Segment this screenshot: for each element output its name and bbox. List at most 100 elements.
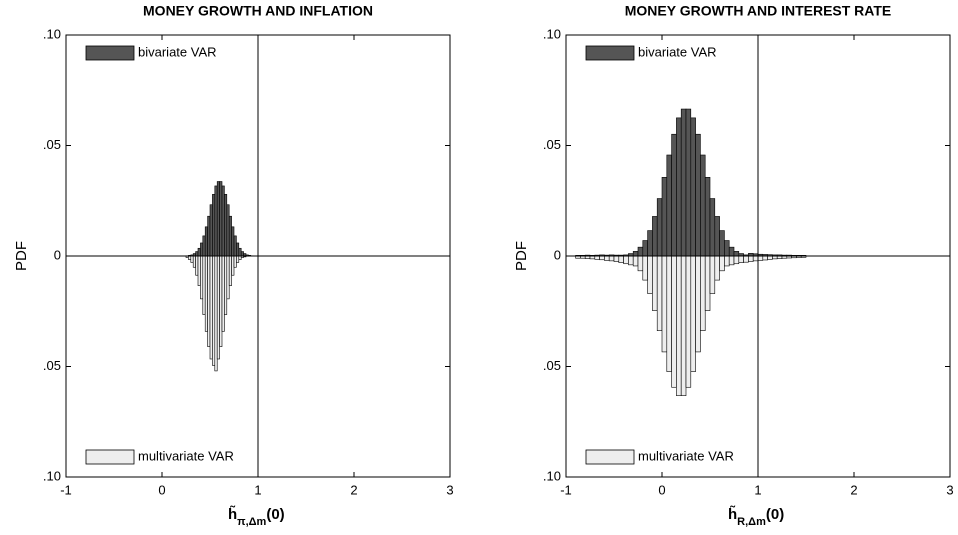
bar <box>613 255 620 262</box>
bar <box>209 204 213 257</box>
x-tick-label: 1 <box>254 482 261 497</box>
bar <box>214 255 218 372</box>
bar <box>652 216 658 257</box>
bar <box>209 255 213 360</box>
bar <box>224 255 228 315</box>
bar <box>685 108 692 257</box>
y-tick-label: .10 <box>43 26 61 41</box>
x-label-base: h̃ <box>728 505 737 523</box>
bar <box>748 255 754 262</box>
bar <box>714 255 720 281</box>
x-tick-label: 3 <box>446 482 453 497</box>
bar <box>743 255 749 263</box>
bar <box>197 255 201 286</box>
bar <box>709 255 716 294</box>
x-tick-label: 2 <box>350 482 357 497</box>
bar <box>236 242 240 257</box>
bar <box>200 242 204 257</box>
bar <box>623 255 629 265</box>
bar <box>632 251 639 257</box>
bar <box>219 255 223 347</box>
chart-title: MONEY GROWTH AND INTEREST RATE <box>625 3 892 19</box>
legend-label: bivariate VAR <box>638 44 717 59</box>
y-tick-label: .10 <box>543 26 561 41</box>
bar <box>757 255 764 261</box>
bar <box>604 255 610 261</box>
bar <box>221 255 225 332</box>
bar <box>680 255 687 396</box>
x-tick-label: 2 <box>850 482 857 497</box>
bar <box>642 255 648 281</box>
bar <box>680 108 687 257</box>
bar <box>671 133 677 257</box>
bar <box>762 255 768 261</box>
bar <box>207 255 211 347</box>
bar <box>233 255 237 268</box>
bar <box>661 177 668 257</box>
x-tick-label: 0 <box>158 482 165 497</box>
bar <box>188 255 192 260</box>
y-tick-label: .10 <box>43 468 61 483</box>
legend-swatch <box>585 449 635 465</box>
bar <box>700 154 706 257</box>
bar <box>704 177 711 257</box>
y-tick-label: .05 <box>43 137 61 152</box>
bar <box>231 255 235 276</box>
legend-swatch <box>85 45 135 61</box>
bar <box>195 255 199 276</box>
legend-label: bivariate VAR <box>138 44 217 59</box>
bar <box>647 230 653 257</box>
bar <box>642 240 648 257</box>
x-tick-label: 3 <box>946 482 953 497</box>
bar <box>738 255 744 263</box>
bar <box>618 255 624 263</box>
bar <box>195 251 199 257</box>
bar <box>228 215 232 257</box>
y-tick-label: 0 <box>554 247 561 262</box>
bar <box>236 255 240 263</box>
bar <box>221 185 225 257</box>
y-tick-label: 0 <box>54 247 61 262</box>
bar <box>724 255 730 267</box>
bar <box>647 255 653 294</box>
y-tick-label: .10 <box>543 468 561 483</box>
y-tick-label: .05 <box>43 358 61 373</box>
bar <box>700 255 706 331</box>
bar <box>676 255 682 396</box>
bar <box>226 255 230 300</box>
bar <box>226 204 230 257</box>
bar <box>661 255 668 353</box>
bar <box>212 194 216 257</box>
bar <box>216 255 220 360</box>
bar <box>695 133 701 257</box>
bar <box>231 226 235 257</box>
bar <box>666 255 672 372</box>
bar <box>192 255 196 268</box>
bar <box>238 255 242 260</box>
y-tick-label: .05 <box>543 137 561 152</box>
bar <box>599 255 605 261</box>
x-label-sub: R,Δm <box>737 516 766 528</box>
bar <box>632 255 639 267</box>
bar <box>224 194 228 257</box>
bar <box>238 247 242 257</box>
bar <box>190 255 194 263</box>
y-axis-label: PDF <box>13 241 30 271</box>
bar <box>690 255 696 372</box>
y-axis-label: PDF <box>513 241 530 271</box>
panel: MONEY GROWTH AND INTEREST RATE PDF -1 0 1 2 3.… <box>513 3 954 528</box>
bar <box>719 230 725 257</box>
bar <box>671 255 677 388</box>
bar <box>204 226 208 257</box>
bar <box>608 255 615 262</box>
x-label-tail: (0) <box>266 506 284 523</box>
bar <box>637 246 644 257</box>
panel: MONEY GROWTH AND INFLATION PDF -1 0 1 2 3 .10 .0… <box>13 3 454 528</box>
bar <box>714 216 720 257</box>
legend-swatch <box>585 45 635 61</box>
bar <box>728 246 735 257</box>
bar <box>207 215 211 257</box>
y-tick-label: .05 <box>543 358 561 373</box>
x-label-sub: π,Δm <box>237 516 266 528</box>
